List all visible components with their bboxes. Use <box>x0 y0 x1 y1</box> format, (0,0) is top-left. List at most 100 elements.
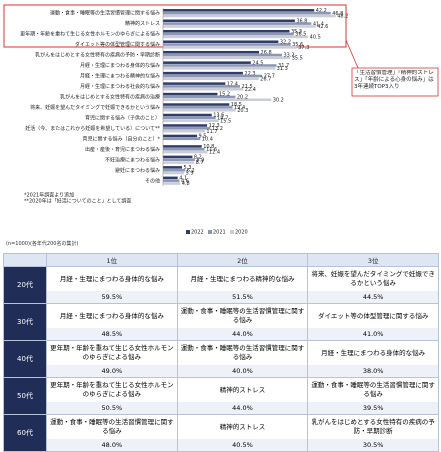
value-label: 35.5 <box>292 55 303 61</box>
bar <box>163 53 282 57</box>
footnote: **2020年は「妊活についてのこと」として調査 <box>24 198 131 205</box>
rank-cell: 運動・食事・睡眠等の生活習慣管理に関する悩み 39.5% <box>307 377 439 415</box>
bar <box>163 67 276 70</box>
value-label: 4.8 <box>182 181 190 187</box>
value-label: 42.2 <box>316 8 327 14</box>
rank-cell: 月経・生理にまつわる身体的な悩み 48.5% <box>46 303 178 341</box>
category-label: 出産・産後・育児にまつわる悩み <box>85 146 160 153</box>
category-label: 月経・生理にまつわる社会的な悩み <box>80 83 160 90</box>
bar <box>163 179 180 182</box>
bar <box>163 11 331 15</box>
bar <box>163 35 309 39</box>
value-label: 41.4 <box>313 21 324 27</box>
age-group: 60代 <box>3 414 47 452</box>
bar <box>163 150 208 154</box>
bar <box>163 155 193 159</box>
category-label: 育児に関する悩み（子供のこと） <box>85 114 160 121</box>
concern: 更年期・年齢を重ねて生じる女性ホルモンのゆらぎによる悩み <box>50 344 174 361</box>
rank-cell: 乳がんをはじめとする女性特有の疾病の予防・早期診断 30.5% <box>307 414 439 452</box>
value-label: 24.5 <box>252 60 263 66</box>
value-label: 11.7 <box>206 129 217 135</box>
concern: 運動・食事・睡眠等の生活習慣管理に関する悩み <box>180 344 305 361</box>
percentage: 40.0% <box>177 365 308 377</box>
column-header: 2位 <box>176 253 309 267</box>
bar <box>163 19 295 23</box>
value-label: 8.9 <box>196 157 204 163</box>
value-label: 10.8 <box>203 144 214 150</box>
value-label: 15.2 <box>219 92 230 98</box>
category-label: 不妊治療にまつわる悩み <box>105 156 160 163</box>
bar <box>163 113 212 117</box>
age-group: 20代 <box>3 266 47 304</box>
value-label: 40.5 <box>310 35 321 41</box>
bar <box>163 61 251 64</box>
concern: 精神的ストレス <box>219 422 266 431</box>
value-label: 22.4 <box>245 87 256 93</box>
category-label: 妊活（今、またはこれから妊娠を希望している）について** <box>25 125 160 132</box>
legend-label: 2021 <box>213 230 226 236</box>
percentage: 59.5% <box>47 291 177 303</box>
rank-cell: 更年期・年齢を重ねて生じる女性ホルモンのゆらぎによる悩み 49.0% <box>46 340 178 378</box>
value-label: 32.2 <box>280 39 291 45</box>
callout-text: 「生活習慣管理」「精神的ストレス」「年齢による心身の悩み」は3年連続TOP3入り <box>354 70 434 90</box>
bar <box>163 64 277 67</box>
percentage: 41.0% <box>308 328 438 340</box>
concern: 運動・食事・睡眠等の生活習慣管理に関する悩み <box>311 381 435 398</box>
category-label: 育児に関する悩み（自分のこと）* <box>82 135 160 142</box>
concern: 月経・生理にまつわる身体的な悩み <box>59 274 164 283</box>
bar <box>163 158 195 162</box>
concern: 月経・生理にまつわる精神的な悩み <box>190 274 295 283</box>
chart: 「生活習慣管理」「精神的ストレス」「年齢による心身の悩み」は3年連続TOP3入り… <box>3 4 439 236</box>
bar <box>163 182 181 185</box>
bar <box>163 95 236 99</box>
bar <box>163 50 260 54</box>
concern: 月経・生理にまつわる身体的な悩み <box>59 311 164 320</box>
legend-label: 2022 <box>191 230 204 236</box>
rank-cell: 運動・食事・睡眠等の生活習慣管理に関する悩み 44.0% <box>176 303 309 341</box>
rank-cell: 運動・食事・睡眠等の生活習慣管理に関する悩み 48.0% <box>46 414 178 452</box>
category-label: 将来、妊娠を望んだタイミングで妊娠できるかという悩み <box>30 104 160 111</box>
bar <box>163 29 290 33</box>
percentage: 49.0% <box>47 365 177 377</box>
table-row: 30代 月経・生理にまつわる身体的な悩み 48.5% 運動・食事・睡眠等の生活習慣管理… <box>3 303 439 341</box>
bar <box>163 22 312 25</box>
value-label: 26.7 <box>260 76 271 82</box>
value-label: 48.2 <box>337 14 348 20</box>
category-label: 乳がんをはじめとする女性特有の疾病の治療 <box>60 94 160 101</box>
legend-label: 2020 <box>235 230 248 236</box>
percentage: 44.5% <box>308 291 438 303</box>
value-label: 31.7 <box>278 63 289 69</box>
concern: 乳がんをはじめとする女性特有の疾病の予防・早期診断 <box>311 418 435 435</box>
bar <box>163 43 291 46</box>
bar <box>163 71 243 75</box>
bar <box>163 134 198 138</box>
value-label: 9.5 <box>199 134 207 140</box>
ranking-table: 1位 2位 3位 20代 月経・生理にまつわる身体的な悩み 59.5% 月経・生理にま… <box>3 253 439 452</box>
footnote: *2021年調査より追加 <box>24 192 74 199</box>
bar <box>163 82 226 85</box>
category-label: 運動・食事・睡眠等の生活習慣管理に関する悩み <box>50 10 160 17</box>
bar <box>163 176 178 180</box>
age-group: 50代 <box>3 377 47 415</box>
table-row: 60代 運動・食事・睡眠等の生活習慣管理に関する悩み 48.0% 精神的ストレス 40.… <box>3 414 439 452</box>
percentage: 44.0% <box>177 328 308 340</box>
concern: 運動・食事・睡眠等の生活習慣管理に関する悩み <box>50 418 174 435</box>
concern: 精神的ストレス <box>219 385 266 394</box>
value-label: 14.7 <box>217 115 228 121</box>
callout-pointer <box>345 39 359 69</box>
callout-box <box>351 67 439 97</box>
age-group: 30代 <box>3 303 47 341</box>
table-row: 40代 更年期・年齢を重ねて生じる女性ホルモンのゆらぎによる悩み 49.0% 運動・食… <box>3 340 439 378</box>
value-label: 15.5 <box>220 118 231 124</box>
rank-cell: 月経・生理にまつわる身体的な悩み 38.0% <box>307 340 439 378</box>
bar <box>163 145 202 148</box>
value-label: 20.2 <box>237 95 248 101</box>
bar <box>163 77 259 81</box>
value-label: 12.4 <box>209 150 220 156</box>
column-header: 3位 <box>307 253 439 267</box>
rank-cell: 月経・生理にまつわる精神的な悩み 51.5% <box>176 266 309 304</box>
bar <box>163 127 211 130</box>
percentage: 40.5% <box>177 439 308 451</box>
bar <box>163 116 216 120</box>
